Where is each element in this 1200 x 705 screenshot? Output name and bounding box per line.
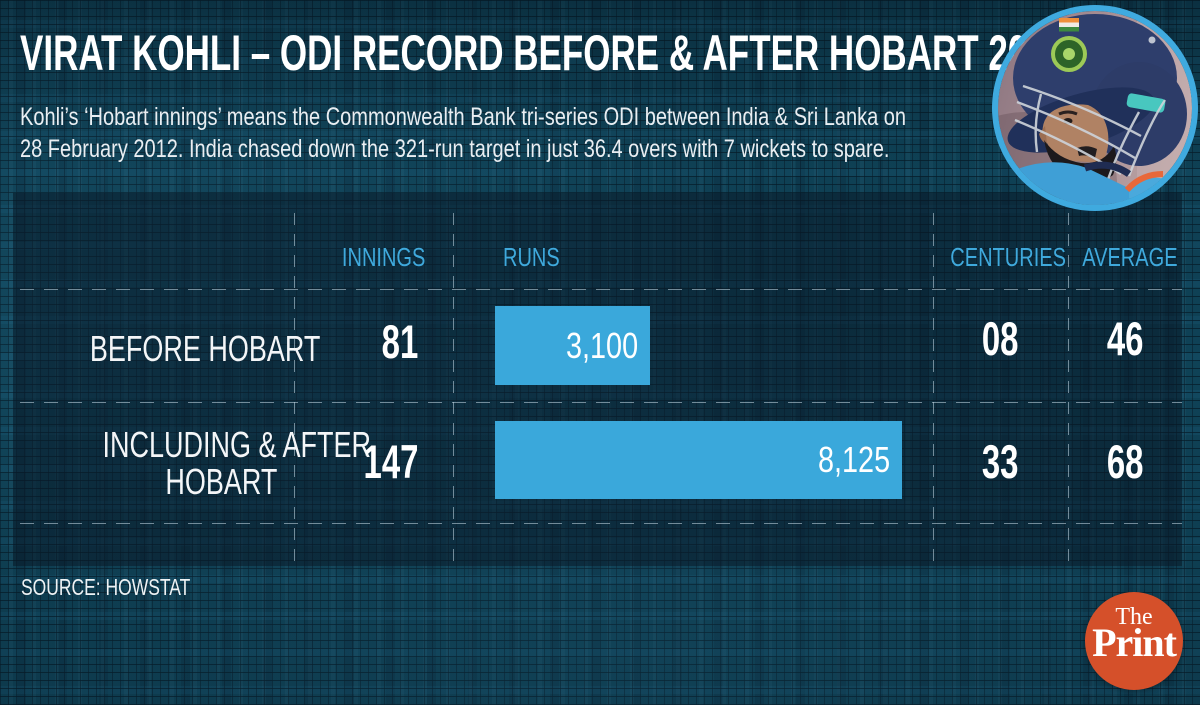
page-title: VIRAT KOHLI – ODI RECORD BEFORE & AFTER … bbox=[20, 25, 1067, 81]
average-value-row-1: 46 bbox=[1106, 312, 1144, 365]
column-header-centuries: CENTURIES bbox=[950, 242, 1066, 272]
grid-hline-2 bbox=[20, 402, 1182, 403]
grid-vline-1 bbox=[294, 213, 295, 566]
innings-value-row-2: 147 bbox=[363, 435, 418, 488]
theprint-logo: The Print bbox=[1085, 592, 1183, 690]
runs-bar-row-2: 8,125 bbox=[495, 421, 902, 499]
row-label-including-after-hobart: INCLUDING & AFTER HOBART bbox=[102, 424, 372, 502]
centuries-value-row-1: 08 bbox=[982, 312, 1019, 365]
photo-content bbox=[998, 11, 1192, 205]
grid-vline-2 bbox=[453, 213, 454, 566]
runs-bar-row-1: 3,100 bbox=[495, 306, 650, 385]
grid-hline-1 bbox=[20, 289, 1182, 290]
theprint-logo-print: Print bbox=[1092, 620, 1177, 665]
runs-bar-value-row-2: 8,125 bbox=[817, 439, 890, 480]
subtitle-line-2: 28 February 2012. India chased down the … bbox=[20, 135, 890, 163]
jersey-orange-trim bbox=[1124, 171, 1164, 193]
grid-vline-3 bbox=[933, 213, 934, 566]
kohli-helmet-portrait-photo bbox=[992, 5, 1198, 211]
subtitle-line-1: Kohli’s ‘Hobart innings’ means the Commo… bbox=[20, 103, 906, 131]
india-flag bbox=[1059, 18, 1079, 32]
subtitle: Kohli’s ‘Hobart innings’ means the Commo… bbox=[20, 101, 1180, 165]
grid-hline-3 bbox=[20, 523, 1182, 524]
centuries-value-row-2: 33 bbox=[982, 435, 1019, 488]
average-value-row-2: 68 bbox=[1106, 435, 1144, 488]
helmet-grille bbox=[1014, 84, 1166, 183]
row-label-before-hobart: BEFORE HOBART bbox=[89, 328, 321, 369]
column-header-runs: RUNS bbox=[503, 242, 560, 272]
source-credit: SOURCE: HOWSTAT bbox=[21, 574, 191, 600]
grid-vline-4 bbox=[1068, 213, 1069, 566]
theprint-logo-the: The bbox=[1115, 604, 1153, 630]
column-header-average: AVERAGE bbox=[1082, 242, 1178, 272]
helmet-cyan-patch bbox=[1126, 93, 1166, 113]
photo-ring bbox=[992, 5, 1198, 211]
innings-value-row-1: 81 bbox=[381, 315, 418, 368]
column-header-innings: INNINGS bbox=[341, 242, 425, 272]
runs-bar-value-row-1: 3,100 bbox=[565, 325, 638, 366]
